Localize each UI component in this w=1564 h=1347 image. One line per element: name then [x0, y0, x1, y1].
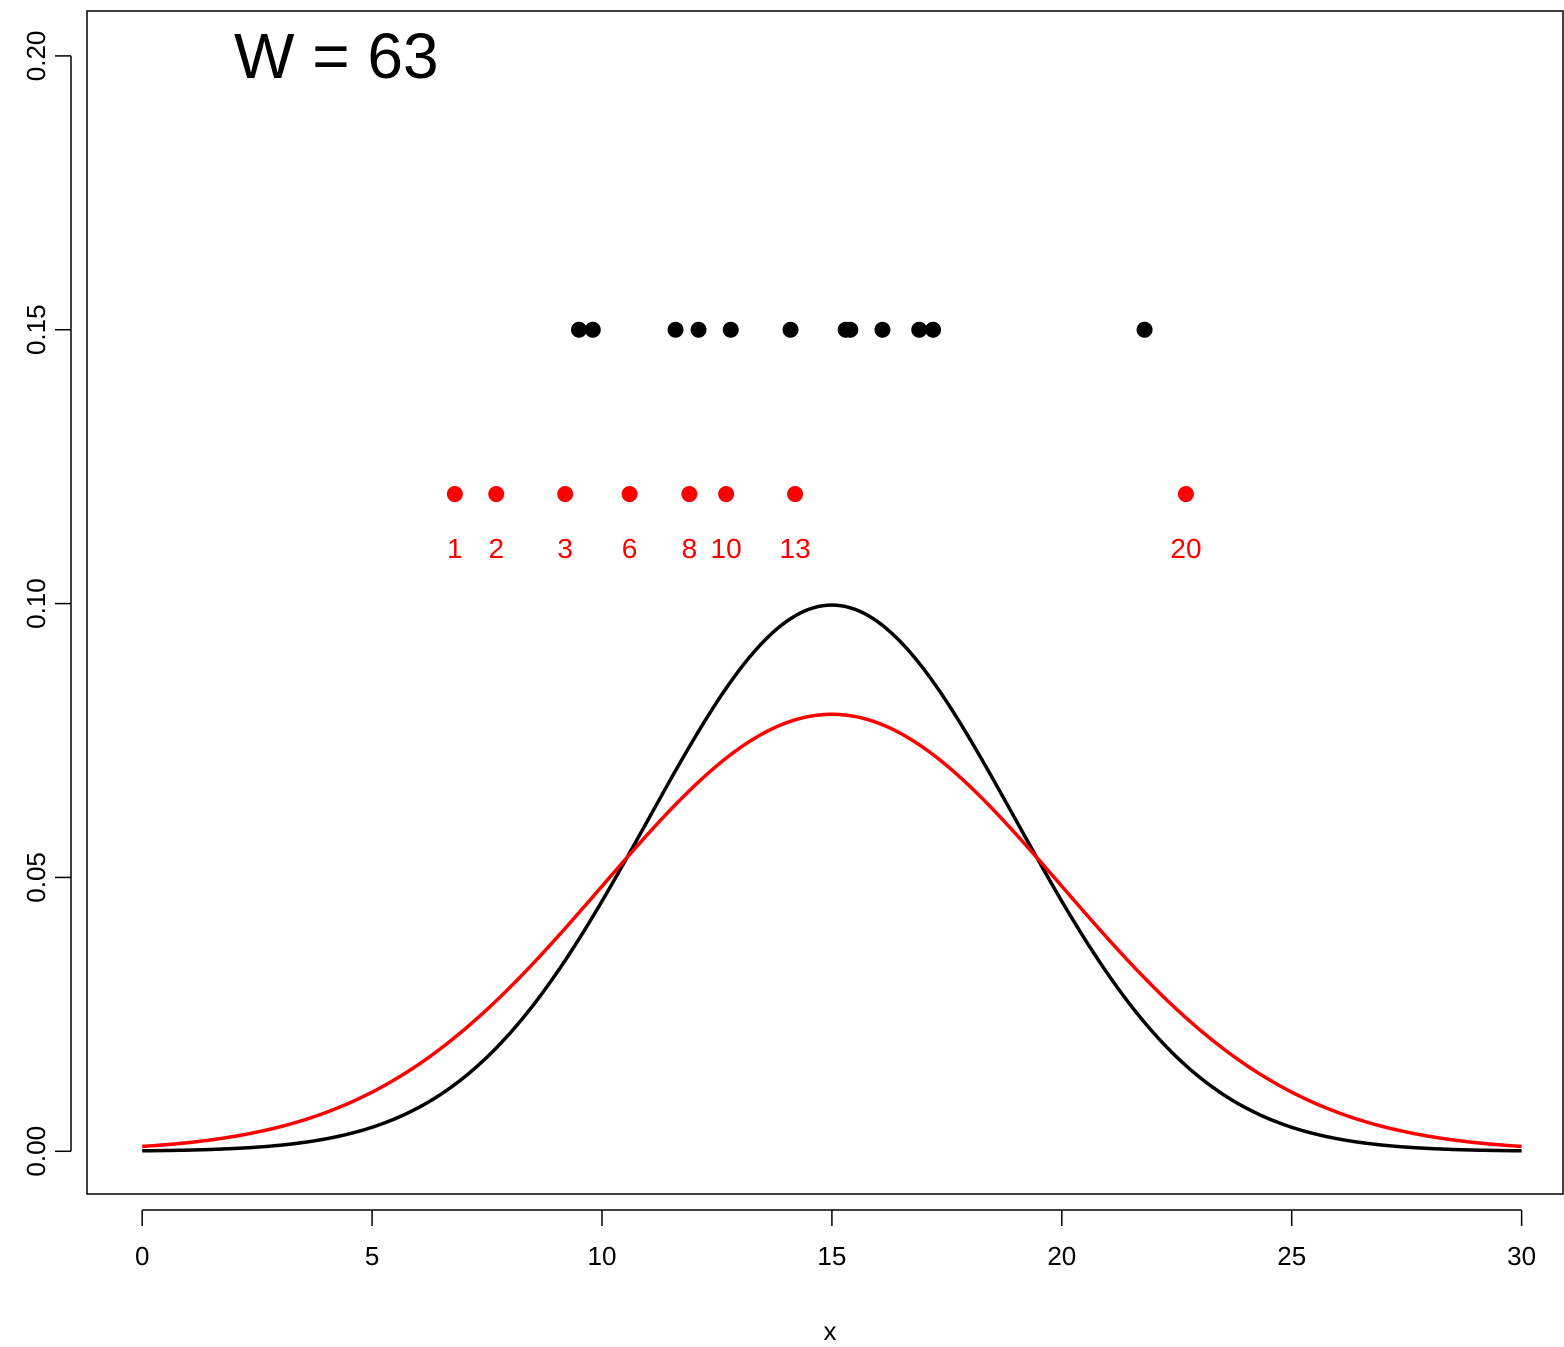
red-density-curve	[142, 712, 1522, 1149]
rank-labels: 1 2 3 6 8 10 13 20	[447, 533, 1201, 564]
black-data-point	[782, 321, 799, 338]
black-data-point	[722, 321, 739, 338]
x-axis-label: x	[824, 1316, 837, 1346]
x-tick-label: 30	[1507, 1241, 1536, 1271]
rank-label: 8	[682, 533, 698, 564]
black-density-curve	[142, 603, 1522, 1153]
plot-frame	[86, 10, 1564, 1195]
x-tick-label: 25	[1277, 1241, 1306, 1271]
rank-label: 6	[622, 533, 638, 564]
black-data-point	[842, 321, 859, 338]
black-data-point	[925, 321, 942, 338]
y-tick-label: 0.00	[21, 1126, 51, 1177]
y-axis: 0.00 0.05 0.10 0.15 0.20	[21, 31, 72, 1177]
red-data-point	[718, 486, 735, 503]
x-tick-label: 5	[365, 1241, 379, 1271]
black-data-point	[584, 321, 601, 338]
y-tick-label: 0.15	[21, 304, 51, 355]
black-data-point	[690, 321, 707, 338]
rank-label: 20	[1170, 533, 1201, 564]
red-data-point	[681, 486, 698, 503]
rank-label: 2	[488, 533, 504, 564]
y-tick-label: 0.20	[21, 31, 51, 82]
statistic-annotation: W = 63	[234, 20, 439, 92]
black-data-point	[667, 321, 684, 338]
rank-label: 10	[711, 533, 742, 564]
rank-label: 1	[447, 533, 463, 564]
density-curves	[142, 603, 1522, 1153]
rank-label: 13	[780, 533, 811, 564]
y-tick-label: 0.10	[21, 578, 51, 629]
black-data-point	[1136, 321, 1153, 338]
x-tick-label: 0	[135, 1241, 149, 1271]
y-tick-label: 0.05	[21, 852, 51, 903]
x-axis: 0 5 10 15 20 25 30	[135, 1209, 1536, 1271]
red-data-point	[488, 486, 505, 503]
data-points	[446, 321, 1194, 503]
rank-label: 3	[557, 533, 573, 564]
x-tick-label: 20	[1047, 1241, 1076, 1271]
black-data-point	[874, 321, 891, 338]
red-data-point	[446, 486, 463, 503]
x-tick-label: 10	[588, 1241, 617, 1271]
red-data-point	[557, 486, 574, 503]
red-data-point	[787, 486, 804, 503]
x-tick-label: 15	[817, 1241, 846, 1271]
black-data-point	[571, 321, 587, 338]
red-data-point	[621, 486, 638, 503]
black-data-point	[911, 321, 928, 338]
red-data-point	[1177, 486, 1194, 503]
